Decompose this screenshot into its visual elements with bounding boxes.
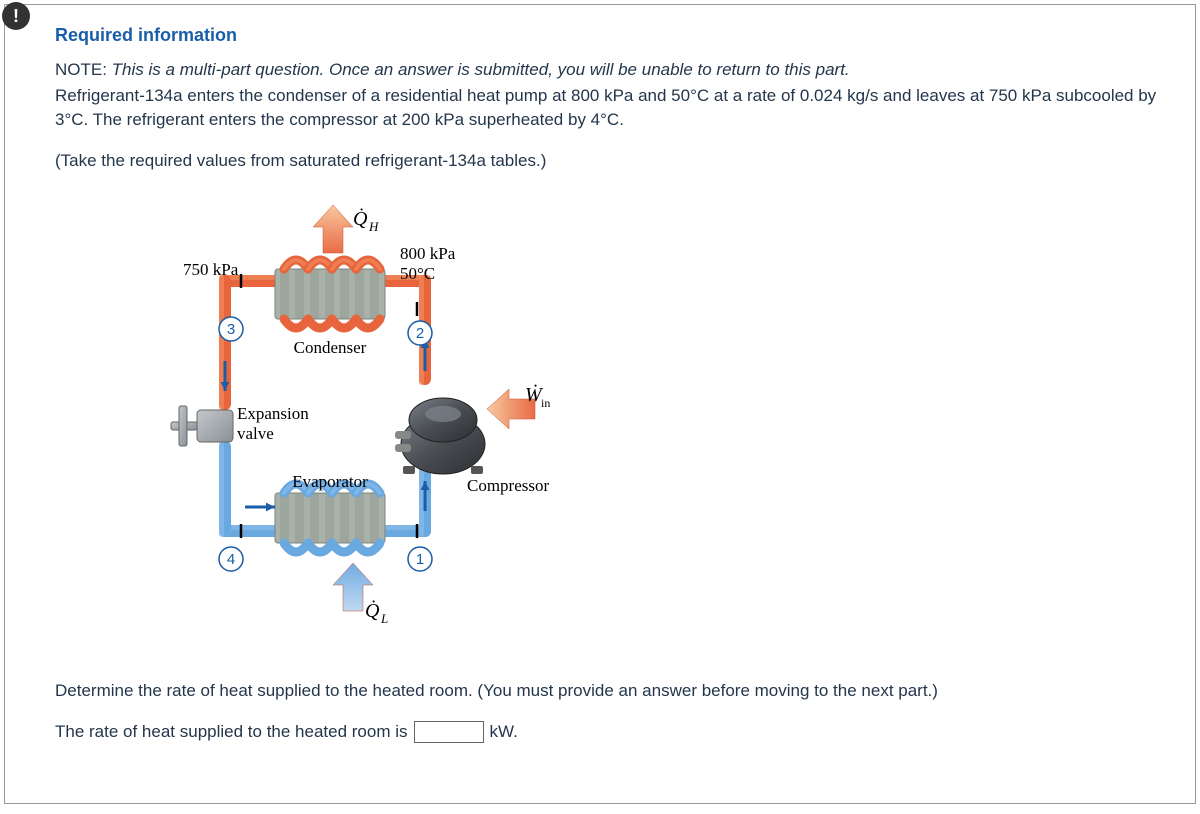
- svg-text:Compressor: Compressor: [467, 476, 550, 495]
- svg-text:Expansion: Expansion: [237, 404, 309, 423]
- question-card: ! Required information NOTE: This is a m…: [4, 4, 1196, 804]
- svg-text:2: 2: [416, 325, 424, 342]
- note-line: NOTE: This is a multi-part question. Onc…: [55, 58, 1165, 82]
- note-prefix: NOTE:: [55, 60, 112, 79]
- svg-text:1: 1: [416, 551, 424, 568]
- svg-text:Q̇: Q̇: [365, 599, 380, 622]
- svg-text:Q̇: Q̇: [353, 207, 368, 230]
- svg-text:Condenser: Condenser: [294, 338, 367, 357]
- svg-text:valve: valve: [237, 424, 274, 443]
- svg-text:50°C: 50°C: [400, 264, 435, 283]
- svg-text:H: H: [368, 219, 379, 234]
- svg-text:800 kPa: 800 kPa: [400, 244, 456, 263]
- svg-text:L: L: [380, 611, 388, 626]
- answer-unit: kW.: [490, 722, 518, 742]
- problem-statement-1: Refrigerant-134a enters the condenser of…: [55, 84, 1165, 132]
- svg-text:750 kPa: 750 kPa: [183, 260, 239, 279]
- alert-icon: !: [2, 2, 30, 30]
- question-text: Determine the rate of heat supplied to t…: [55, 681, 1165, 701]
- heat-pump-diagram: 2341Q̇HQ̇LẆin750 kPa800 kPa50°CCondenser…: [125, 191, 1165, 631]
- answer-line: The rate of heat supplied to the heated …: [55, 721, 1165, 743]
- answer-input[interactable]: [414, 721, 484, 743]
- svg-text:4: 4: [227, 551, 235, 568]
- svg-text:in: in: [541, 396, 550, 410]
- alert-glyph: !: [13, 6, 19, 27]
- required-info-heading: Required information: [55, 25, 1165, 46]
- svg-text:Evaporator: Evaporator: [292, 472, 368, 491]
- svg-text:3: 3: [227, 321, 235, 338]
- answer-prefix: The rate of heat supplied to the heated …: [55, 722, 408, 742]
- problem-statement-2: (Take the required values from saturated…: [55, 149, 1165, 173]
- note-italic: This is a multi-part question. Once an a…: [112, 60, 850, 79]
